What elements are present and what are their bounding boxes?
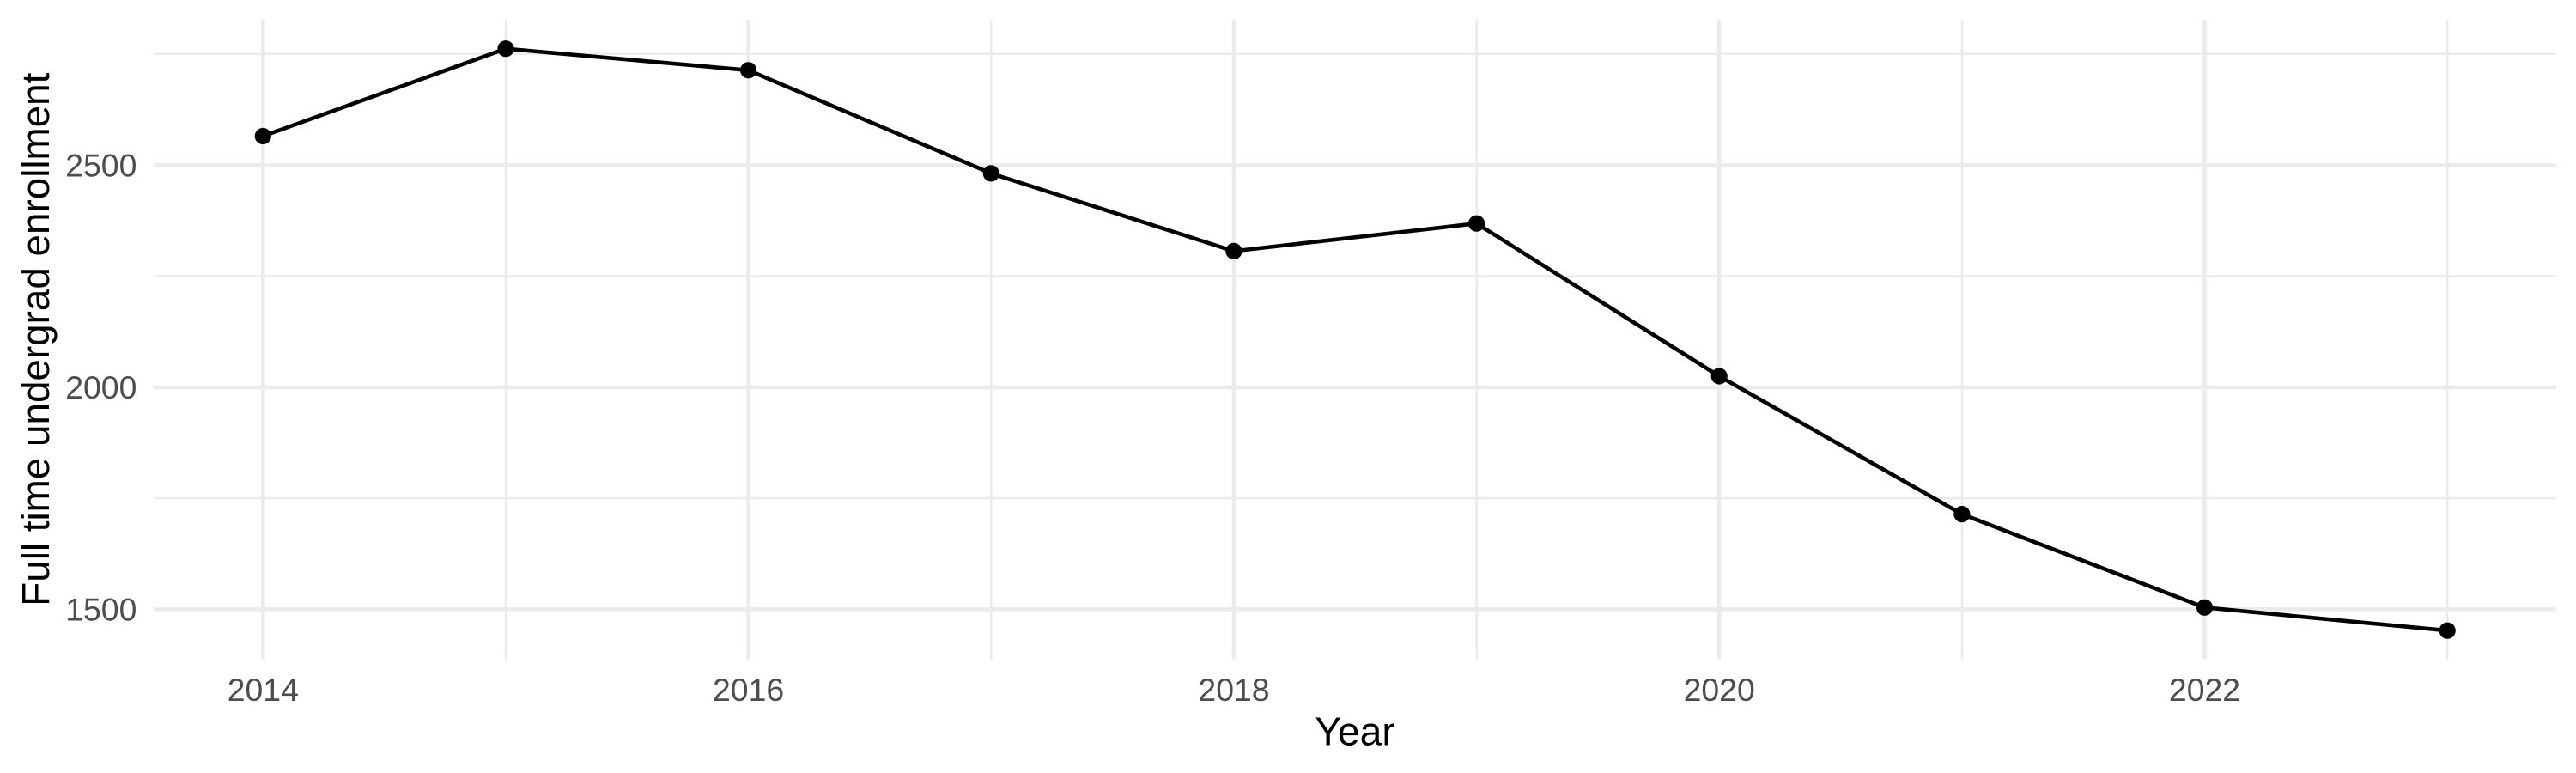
svg-text:2018: 2018 bbox=[1198, 672, 1269, 708]
svg-text:2016: 2016 bbox=[713, 672, 784, 708]
svg-text:Year: Year bbox=[1315, 709, 1395, 753]
svg-text:2000: 2000 bbox=[65, 369, 137, 405]
svg-text:2014: 2014 bbox=[228, 672, 299, 708]
svg-text:2500: 2500 bbox=[65, 147, 137, 183]
svg-text:1500: 1500 bbox=[65, 591, 137, 627]
svg-text:Full time undergrad enrollment: Full time undergrad enrollment bbox=[14, 72, 58, 606]
svg-text:2022: 2022 bbox=[2169, 672, 2240, 708]
svg-text:2020: 2020 bbox=[1684, 672, 1755, 708]
